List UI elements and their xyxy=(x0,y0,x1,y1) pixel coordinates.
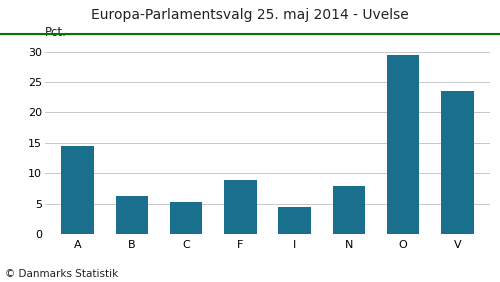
Bar xyxy=(62,146,94,234)
Bar xyxy=(441,91,474,234)
Bar xyxy=(332,186,365,234)
Text: © Danmarks Statistik: © Danmarks Statistik xyxy=(5,269,118,279)
Bar xyxy=(387,55,420,234)
Bar xyxy=(170,202,202,234)
Bar xyxy=(116,196,148,234)
Text: Pct.: Pct. xyxy=(45,27,67,39)
Bar xyxy=(278,207,311,234)
Text: Europa-Parlamentsvalg 25. maj 2014 - Uvelse: Europa-Parlamentsvalg 25. maj 2014 - Uve… xyxy=(91,8,409,23)
Bar xyxy=(224,180,256,234)
